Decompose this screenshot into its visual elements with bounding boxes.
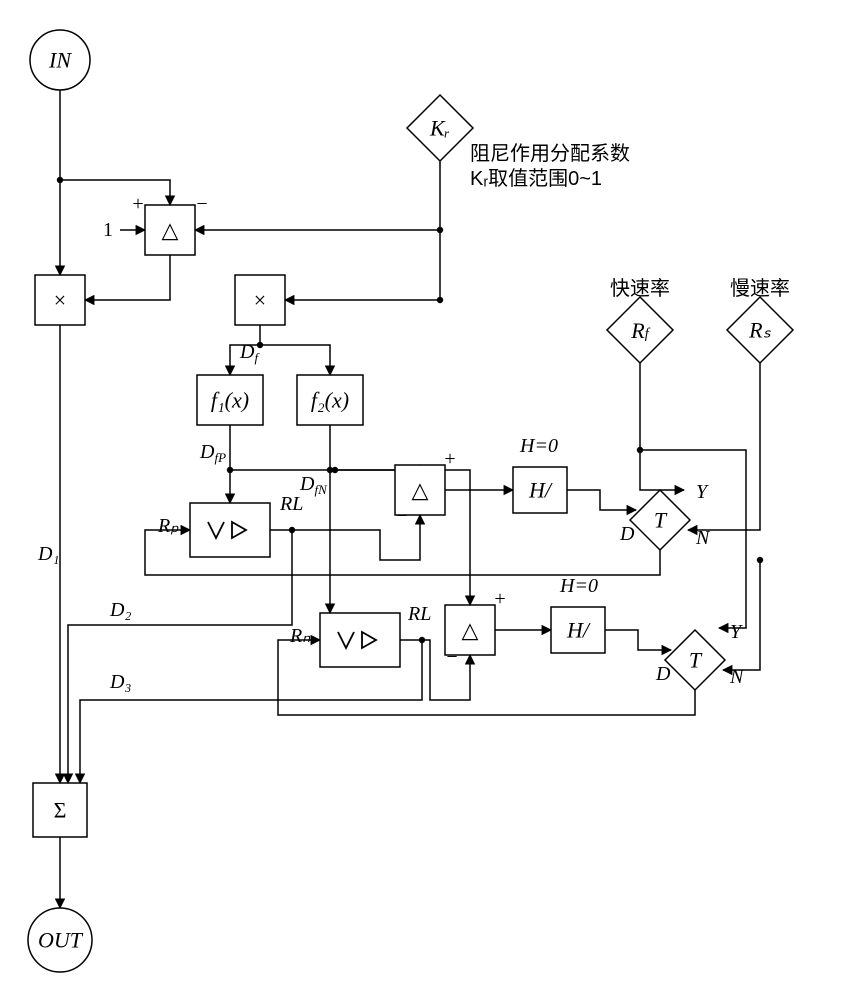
edge-label-D1: D₁ (37, 543, 59, 565)
annotation-H0_1: H=0 (519, 435, 558, 457)
edge (260, 345, 330, 375)
edge-label-RLr1: RL (279, 493, 303, 515)
node-sigma: Σ (33, 783, 87, 837)
node-label: △ (412, 478, 429, 503)
node-delta1: △ (145, 205, 195, 255)
edge-label-DfN: DfN (299, 473, 328, 497)
node-H2: H/ (551, 607, 605, 653)
block-diagram: IN OUT Kᵣ Rf Rₛ △ × × f₁(x) f₂(x) △ △ H/H/T T Σ 阻尼作用分配系… (0, 0, 849, 1000)
sign-delta3_minus: − (446, 646, 457, 668)
node-label: △ (162, 218, 179, 243)
junction-dot (757, 557, 763, 563)
nodes-group: IN OUT Kᵣ Rf Rₛ △ × × f₁(x) f₂(x) △ △ H/H/T T Σ (28, 30, 793, 972)
junction-dot (57, 177, 63, 183)
node-Kr: Kᵣ (407, 95, 473, 161)
node-Rf: Rf (607, 297, 673, 363)
node-mul2: × (235, 275, 285, 325)
node-mul1: × (35, 275, 85, 325)
annotation-kr_text1: 阻尼作用分配系数 (470, 142, 630, 165)
edge-label-Rp: Rₚ (157, 515, 179, 537)
node-label: H/ (528, 478, 553, 503)
edge (60, 180, 170, 205)
junction-dot (227, 467, 233, 473)
node-IN: IN (30, 30, 90, 90)
node-label: Σ (54, 798, 67, 823)
sign-delta1_plus: + (132, 193, 143, 215)
edge-label-D3: D₃ (109, 671, 131, 693)
annotation-kr_text2: Kᵣ取值范围0~1 (470, 167, 602, 190)
node-label: Kᵣ (429, 116, 450, 141)
sign-one: 1 (103, 219, 113, 241)
edge (605, 630, 671, 650)
node-label: f₁(x) (211, 388, 249, 413)
edge (567, 490, 636, 510)
annotation-fast: 快速率 (610, 277, 670, 300)
edge (68, 530, 292, 783)
junction-dot (332, 467, 338, 473)
annotation-H0_2: H=0 (559, 575, 598, 597)
edge-label-D2: D₂ (109, 599, 131, 621)
node-OUT: OUT (28, 908, 92, 972)
sign-delta2_minus: − (396, 505, 407, 527)
sign-delta1_minus: − (196, 193, 207, 215)
node-label: H/ (566, 618, 591, 643)
sign-delta3_plus: + (494, 588, 505, 610)
node-label: T (654, 508, 668, 533)
junction-dot (419, 637, 425, 643)
edge-label-Rn: Rₙ (289, 625, 311, 647)
node-label: f₂(x) (311, 388, 349, 413)
edge-label-DfP: DfP (199, 441, 226, 465)
sign-delta2_plus: + (444, 448, 455, 470)
node-label: × (254, 288, 266, 313)
edge (85, 255, 170, 300)
edge-label-T2D: D (655, 663, 671, 685)
node-T2: T (665, 630, 725, 690)
edge-label-RLr2: RL (407, 603, 431, 625)
node-label: IN (48, 48, 72, 73)
edge-label-T1D: D (619, 523, 635, 545)
node-f2: f₂(x) (297, 375, 363, 425)
edge-label-T1Y: Y (696, 481, 709, 503)
edge (688, 363, 760, 530)
edge (195, 161, 440, 230)
edge-label-T2N: N (729, 666, 745, 688)
junction-dot (257, 342, 263, 348)
annotation-slow: 慢速率 (730, 277, 790, 300)
node-label: × (54, 288, 66, 313)
node-f1: f₁(x) (197, 375, 263, 425)
edge (723, 560, 760, 670)
edge-label-T2Y: Y (730, 621, 743, 643)
edge (640, 363, 684, 490)
node-H1: H/ (513, 467, 567, 513)
node-label: OUT (38, 928, 84, 953)
node-label: T (689, 648, 703, 673)
node-Rs: Rₛ (727, 297, 793, 363)
junction-dot (437, 227, 443, 233)
edge-label-T1N: N (695, 527, 711, 549)
junction-dot (437, 297, 443, 303)
node-T1: T (630, 490, 690, 550)
junction-dot (289, 527, 295, 533)
junction-dot (637, 447, 643, 453)
node-label: △ (462, 618, 479, 643)
node-label: Rₛ (748, 318, 771, 343)
